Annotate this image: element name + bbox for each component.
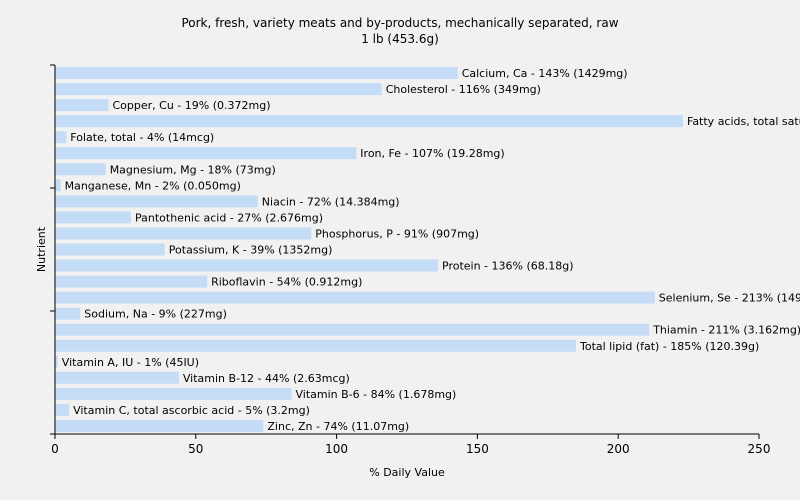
x-tick-label-1: 50 — [188, 442, 203, 456]
bar-3 — [55, 115, 683, 128]
bar-6 — [55, 163, 106, 176]
bar-label-18: Vitamin A, IU - 1% (45IU) — [62, 356, 199, 369]
bar-label-1: Cholesterol - 116% (349mg) — [386, 83, 541, 96]
bar-label-10: Phosphorus, P - 91% (907mg) — [315, 228, 479, 241]
chart-subtitle: 1 lb (453.6g) — [361, 32, 439, 46]
bar-11 — [55, 243, 165, 256]
bar-12 — [55, 259, 438, 272]
bar-label-0: Calcium, Ca - 143% (1429mg) — [462, 67, 628, 80]
x-axis-title: % Daily Value — [369, 466, 445, 479]
x-tick-label-5: 250 — [748, 442, 771, 456]
bar-16 — [55, 323, 650, 336]
bar-label-15: Sodium, Na - 9% (227mg) — [84, 308, 227, 321]
bar-label-3: Fatty acids, total saturated - 223% (44.… — [687, 115, 800, 128]
bar-8 — [55, 195, 258, 208]
bar-label-17: Total lipid (fat) - 185% (120.39g) — [579, 340, 759, 353]
y-ticks-layer — [50, 64, 55, 435]
x-tick-label-4: 200 — [607, 442, 630, 456]
bar-1 — [55, 83, 382, 96]
bar-label-22: Zinc, Zn - 74% (11.07mg) — [267, 420, 409, 433]
bar-19 — [55, 371, 179, 384]
bar-label-8: Niacin - 72% (14.384mg) — [262, 195, 400, 208]
bar-2 — [55, 99, 109, 112]
x-tick-label-3: 150 — [466, 442, 489, 456]
bar-label-16: Thiamin - 211% (3.162mg) — [652, 324, 800, 337]
bar-4 — [55, 131, 67, 144]
bar-22 — [55, 420, 264, 432]
bar-21 — [55, 403, 70, 416]
bar-label-12: Protein - 136% (68.18g) — [442, 260, 574, 273]
bar-label-20: Vitamin B-6 - 84% (1.678mg) — [296, 388, 457, 401]
bar-17 — [55, 339, 576, 352]
bar-14 — [55, 291, 655, 304]
chart-title: Pork, fresh, variety meats and by-produc… — [181, 16, 619, 30]
bar-9 — [55, 211, 131, 224]
bar-label-2: Copper, Cu - 19% (0.372mg) — [113, 99, 271, 112]
bar-18 — [55, 355, 58, 368]
bars-layer: Calcium, Ca - 143% (1429mg) Cholesterol -… — [55, 67, 800, 433]
bar-5 — [55, 147, 357, 160]
bar-13 — [55, 275, 208, 288]
bar-label-5: Iron, Fe - 107% (19.28mg) — [360, 147, 504, 160]
bar-20 — [55, 387, 292, 400]
bar-15 — [55, 307, 81, 320]
x-tick-label-0: 0 — [51, 442, 59, 456]
x-tick-label-2: 100 — [325, 442, 348, 456]
bar-label-4: Folate, total - 4% (14mcg) — [70, 131, 214, 144]
bar-label-7: Manganese, Mn - 2% (0.050mg) — [65, 179, 241, 192]
bar-0 — [55, 67, 458, 79]
bar-10 — [55, 227, 312, 240]
bar-label-9: Pantothenic acid - 27% (2.676mg) — [135, 211, 323, 224]
y-axis-title: Nutrient — [35, 226, 48, 272]
bar-label-14: Selenium, Se - 213% (149.2mcg) — [659, 292, 800, 305]
bar-label-19: Vitamin B-12 - 44% (2.63mcg) — [183, 372, 350, 385]
bar-label-6: Magnesium, Mg - 18% (73mg) — [110, 163, 276, 176]
bar-label-21: Vitamin C, total ascorbic acid - 5% (3.2… — [73, 404, 310, 417]
bar-7 — [55, 179, 61, 192]
bar-label-11: Potassium, K - 39% (1352mg) — [169, 244, 333, 257]
x-ticks-layer: 0 50 100 150 200 250 — [51, 434, 770, 456]
bar-label-13: Riboflavin - 54% (0.912mg) — [211, 276, 362, 289]
